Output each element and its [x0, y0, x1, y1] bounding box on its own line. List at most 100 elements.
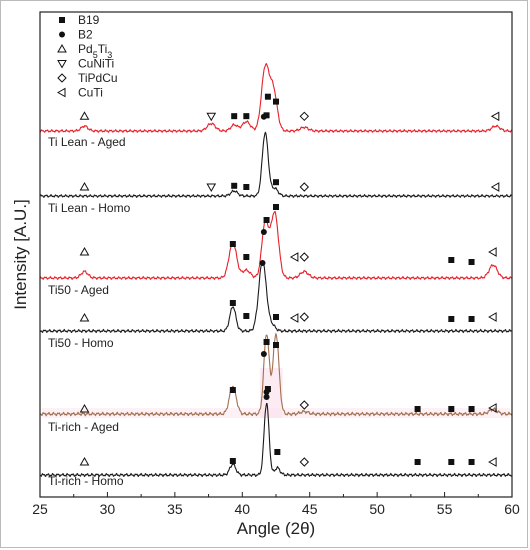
marker-b19-square [263, 112, 270, 119]
marker-b19-square [263, 339, 270, 345]
marker-pd5ti3-triangle-up [79, 403, 90, 413]
marker-b19-square [468, 259, 475, 265]
marker-b19-square [448, 257, 455, 263]
highlight-band [259, 368, 283, 418]
marker-tipdcu-diamond [299, 182, 310, 192]
marker-b19-square [273, 204, 279, 210]
marker-tipdcu-diamond [299, 252, 310, 262]
marker-pd5ti3-triangle-up [79, 312, 90, 322]
marker-cuniti-triangle-down [206, 112, 217, 122]
marker-b19-square [273, 179, 279, 186]
marker-b19-square [263, 217, 270, 223]
marker-b19-square [273, 314, 279, 320]
marker-b19-square [468, 406, 475, 412]
marker-b19-square [448, 459, 455, 465]
marker-tipdcu-diamond [299, 111, 310, 122]
highlight-band [42, 408, 510, 418]
trace-line [39, 210, 512, 281]
marker-pd5ti3-triangle-up [79, 111, 90, 120]
marker-b19-square [243, 313, 250, 319]
marker-b19-square [264, 93, 271, 100]
marker-tipdcu-diamond [299, 457, 310, 467]
trace-line [39, 62, 513, 134]
marker-b2-circle [259, 260, 266, 266]
marker-b19-square [229, 241, 236, 247]
trace-label: Ti50 - Aged [48, 283, 109, 297]
legend-label: TiPdCu [78, 71, 118, 85]
marker-b19-square [448, 406, 455, 412]
marker-cuti-triangle-left [289, 252, 299, 262]
trace-line [39, 402, 513, 478]
marker-tipdcu-diamond [299, 312, 310, 322]
marker-b2-circle [260, 351, 267, 357]
x-tick-label: 60 [504, 501, 520, 517]
legend-label: CuTi [78, 86, 103, 100]
x-axis-title: Angle (2θ) [237, 519, 315, 538]
x-tick-label: 25 [32, 501, 48, 517]
axes: 25 30 35 40 45 50 55 60 Angle (2θ) Intensity [A.U… [11, 11, 520, 538]
trace-labels: Ti Lean - Aged Ti Lean - Homo Ti50 - Aged T… [48, 135, 131, 488]
legend-label: B2 [78, 28, 93, 42]
marker-b19-square [468, 316, 475, 322]
marker-cuti-triangle-left [490, 182, 500, 192]
marker-cuti-triangle-left [488, 247, 497, 257]
traces [39, 62, 513, 478]
trace-label: Ti50 - Homo [48, 336, 114, 350]
trace-label: Ti Lean - Homo [48, 201, 131, 215]
marker-b19-square [448, 316, 455, 322]
marker-b19-square [243, 184, 250, 190]
marker-b2-circle [263, 394, 270, 400]
trace-label: Ti-rich - Homo [48, 474, 124, 488]
marker-cuniti-triangle-down [57, 60, 67, 69]
marker-b19-square [243, 254, 250, 260]
trace-line [39, 260, 512, 334]
marker-cuniti-triangle-down [206, 183, 217, 193]
marker-b19-square [468, 459, 475, 465]
marker-b19-square [414, 459, 421, 465]
trace-line [39, 131, 513, 199]
marker-b19-square [231, 182, 238, 189]
marker-b2-circle [260, 229, 267, 235]
trace-line [39, 332, 513, 417]
legend-label: CuNiTi [78, 57, 114, 71]
marker-cuti-triangle-left [488, 403, 497, 413]
marker-pd5ti3-triangle-up [79, 181, 90, 191]
legend-label: B19 [78, 13, 100, 27]
marker-b19-square [59, 17, 65, 23]
legend-label: Pd5Ti3 [78, 42, 112, 60]
marker-cuti-triangle-left [490, 111, 500, 122]
marker-b19-square [274, 449, 281, 455]
marker-pd5ti3-triangle-up [79, 456, 90, 466]
marker-b19-square [229, 458, 236, 464]
marker-b19-square [231, 113, 238, 120]
marker-pd5ti3-triangle-up [57, 43, 67, 53]
plot-area [40, 12, 512, 497]
marker-b2-circle [263, 389, 270, 395]
marker-cuti-triangle-left [56, 87, 66, 98]
phase-markers [79, 93, 500, 467]
trace-label: Ti-rich - Aged [48, 420, 119, 434]
marker-b19-square [229, 387, 236, 393]
marker-b19-square [264, 386, 271, 392]
marker-b19-square [414, 406, 421, 412]
x-tick-label: 55 [437, 501, 453, 517]
x-tick-label: 50 [369, 501, 385, 517]
x-tick-label: 35 [167, 501, 183, 517]
x-tick-label: 45 [302, 501, 318, 517]
y-axis-title: Intensity [A.U.] [11, 199, 30, 310]
marker-b19-square [273, 342, 279, 348]
marker-cuti-triangle-left [488, 312, 497, 322]
marker-b2-circle [59, 31, 65, 38]
marker-b19-square [229, 300, 236, 306]
trace-label: Ti Lean - Aged [48, 135, 126, 149]
marker-tipdcu-diamond [57, 73, 67, 83]
x-tick-label: 30 [100, 501, 116, 517]
marker-cuti-triangle-left [289, 313, 299, 323]
marker-cuti-triangle-left [488, 457, 497, 467]
marker-pd5ti3-triangle-up [79, 246, 90, 256]
marker-tipdcu-diamond [299, 400, 310, 410]
marker-b19-square [243, 113, 250, 120]
